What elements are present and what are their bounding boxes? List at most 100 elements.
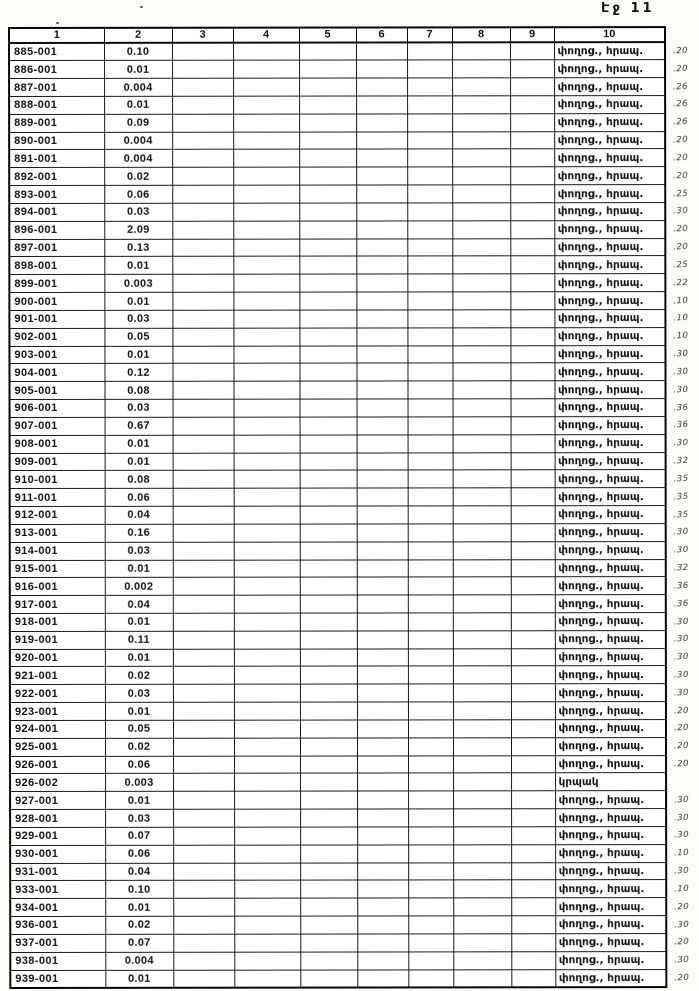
object-id-cell: 926-001 [10, 755, 106, 774]
empty-cell [299, 737, 358, 756]
empty-cell [510, 630, 555, 649]
value-cell: 0.01 [104, 559, 173, 578]
table-row: 906-001 0.03 փողոց., հրապ. [9, 398, 666, 418]
object-id-cell: 888-001 [9, 96, 105, 115]
empty-cell [233, 488, 300, 507]
column-header-9: 9 [510, 27, 555, 43]
empty-cell [172, 470, 234, 489]
object-id-cell: 887-001 [9, 78, 105, 97]
empty-cell [173, 880, 235, 899]
handwritten-mark: .20 [674, 937, 690, 948]
scan-noise-speck [140, 6, 143, 8]
empty-cell [356, 345, 408, 364]
empty-cell [300, 898, 358, 917]
empty-cell [172, 648, 234, 667]
object-id-cell: 933-001 [10, 880, 106, 899]
empty-cell [172, 720, 234, 739]
empty-cell [407, 648, 453, 667]
object-id-cell: 919-001 [9, 631, 105, 650]
empty-cell [233, 238, 300, 257]
value-cell: 0.08 [104, 470, 173, 489]
empty-cell [357, 773, 409, 792]
handwritten-mark: .20 [673, 241, 689, 253]
category-cell: փողոց., հրապ. [555, 951, 667, 970]
value-cell: 0.02 [104, 666, 173, 685]
empty-cell [234, 862, 301, 881]
category-cell: փողոց., հրապ. [554, 719, 666, 738]
category-cell: փողոց., հրապ. [554, 309, 666, 328]
empty-cell [356, 149, 408, 168]
empty-cell [299, 131, 357, 150]
empty-cell [511, 755, 556, 774]
empty-cell [407, 523, 453, 542]
empty-cell [357, 844, 409, 863]
empty-cell [408, 826, 454, 845]
empty-cell [356, 202, 408, 221]
empty-cell [172, 131, 234, 150]
empty-cell [299, 256, 357, 275]
empty-cell [511, 791, 556, 809]
value-cell: 0.03 [104, 399, 173, 418]
empty-cell [172, 96, 234, 115]
object-id-cell: 926-002 [10, 773, 106, 792]
table-row: 919-001 0.11 փողոց., հրապ. [9, 630, 666, 650]
empty-cell [172, 399, 234, 418]
empty-cell [407, 505, 453, 524]
empty-cell [233, 684, 300, 703]
empty-cell [299, 666, 357, 685]
empty-cell [299, 95, 357, 114]
empty-cell [511, 915, 556, 934]
value-cell: 2.09 [104, 221, 173, 239]
empty-cell [299, 345, 357, 364]
handwritten-mark: .35 [673, 473, 689, 485]
object-id-cell: 899-001 [9, 274, 105, 293]
empty-cell [407, 60, 453, 79]
empty-cell [299, 630, 357, 649]
empty-cell [299, 719, 357, 738]
empty-cell [407, 541, 453, 560]
table-row: 894-001 0.03 փողոց., հրապ. [9, 202, 666, 222]
empty-cell [408, 862, 454, 881]
empty-cell [234, 827, 301, 845]
handwritten-mark: .25 [673, 188, 689, 200]
empty-cell [510, 559, 555, 578]
empty-cell [356, 541, 408, 560]
empty-cell [233, 737, 301, 756]
empty-cell [233, 720, 300, 738]
empty-cell [510, 327, 555, 346]
empty-cell [453, 862, 512, 881]
empty-cell [300, 916, 358, 934]
empty-cell [452, 381, 511, 399]
object-id-cell: 924-001 [9, 720, 105, 739]
empty-cell [356, 220, 408, 239]
empty-cell [233, 577, 300, 596]
empty-cell [407, 345, 453, 364]
table-row: 926-001 0.06 փողոց., հրապ. [10, 755, 667, 774]
category-cell: փողոց., հրապ. [554, 452, 666, 471]
empty-cell [173, 916, 235, 935]
empty-cell [408, 951, 454, 970]
category-cell: փողոց., հրապ. [555, 897, 667, 916]
empty-cell [357, 969, 409, 988]
empty-cell [356, 719, 408, 738]
empty-cell [510, 523, 555, 542]
empty-cell [299, 470, 357, 489]
object-id-cell: 894-001 [9, 203, 105, 222]
empty-cell [299, 452, 357, 471]
table-row: 939-001 0.01 փողոց., հրապ. [10, 969, 667, 988]
category-cell: փողոց., հրապ. [554, 648, 666, 667]
handwritten-mark: .30 [673, 812, 690, 824]
empty-cell [357, 898, 409, 917]
value-cell: 0.07 [105, 827, 174, 846]
value-cell: 0.01 [104, 434, 173, 453]
table-row: 892-001 0.02 փողոց., հրապ. [9, 166, 666, 186]
column-header-7: 7 [407, 27, 453, 43]
empty-cell [407, 684, 453, 703]
empty-cell [452, 416, 511, 435]
value-cell: 0.01 [104, 702, 173, 721]
handwritten-mark: .30 [674, 955, 690, 966]
handwritten-mark: .30 [673, 366, 689, 378]
empty-cell [452, 559, 511, 578]
object-id-cell: 923-001 [9, 702, 105, 721]
value-cell: 0.06 [105, 755, 174, 774]
